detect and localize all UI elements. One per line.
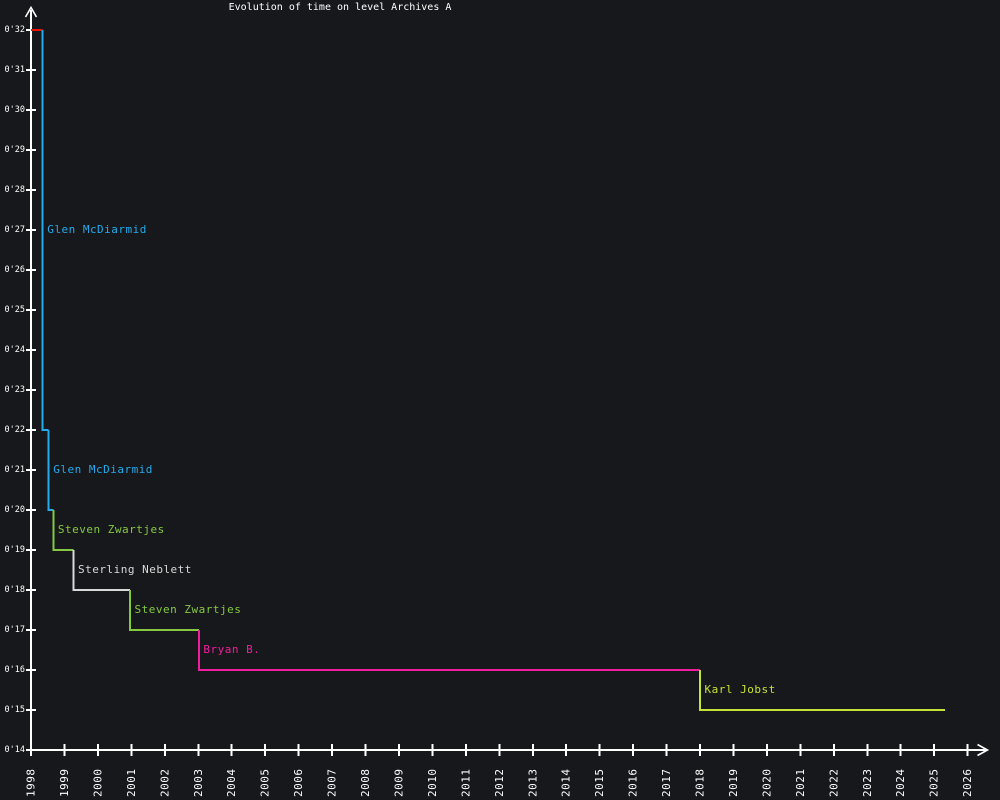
x-axis-tick-label: 2019 <box>727 769 740 798</box>
y-axis-tick-label: 0'16 <box>4 665 25 675</box>
y-axis-tick-label: 0'17 <box>4 625 25 635</box>
y-axis-tick-label: 0'32 <box>4 25 25 35</box>
y-axis-tick-label: 0'14 <box>4 745 25 755</box>
x-axis-tick-label: 2023 <box>861 769 874 798</box>
x-axis-tick-label: 2026 <box>961 769 974 798</box>
y-axis-tick-label: 0'25 <box>4 305 25 315</box>
chart-title: Evolution of time on level Archives A <box>228 2 452 13</box>
x-axis-tick-label: 2024 <box>894 769 907 798</box>
x-axis-tick-label: 2000 <box>91 769 104 798</box>
x-axis-tick-label: 2006 <box>292 769 305 798</box>
x-axis-tick-label: 2018 <box>694 769 707 798</box>
record-segment-6 <box>197 630 700 671</box>
record-segment-3 <box>52 510 74 551</box>
record-label: Karl Jobst <box>704 683 776 696</box>
record-segment-2 <box>47 430 54 511</box>
record-segment-7 <box>699 670 945 711</box>
y-axis-tick-label: 0'18 <box>4 585 25 595</box>
x-axis-tick-label: 1998 <box>25 769 38 798</box>
x-axis-tick-label: 2009 <box>392 769 405 798</box>
record-segment-1 <box>41 30 49 431</box>
x-axis-tick-label: 2022 <box>827 769 840 798</box>
record-label: Glen McDiarmid <box>53 463 153 476</box>
y-axis-tick-label: 0'27 <box>4 225 25 235</box>
x-axis-tick-label: 2025 <box>928 769 941 798</box>
x-axis-tick-label: 2008 <box>359 769 372 798</box>
x-axis-tick-label: 2017 <box>660 769 673 798</box>
record-label: Glen McDiarmid <box>47 223 147 236</box>
x-axis-tick-label: 2021 <box>794 769 807 798</box>
y-axis-tick-label: 0'30 <box>4 105 25 115</box>
x-axis-tick-label: 2014 <box>560 769 573 798</box>
record-label: Steven Zwartjes <box>134 603 242 616</box>
x-axis-tick-label: 2016 <box>627 769 640 798</box>
x-axis-arrow-icon <box>977 743 990 757</box>
x-axis-tick-label: 2005 <box>259 769 272 798</box>
record-segment-4 <box>72 550 131 591</box>
x-axis-tick-label: 2003 <box>192 769 205 798</box>
record-label: Sterling Neblett <box>77 563 192 576</box>
y-axis-arrow-icon <box>24 5 38 18</box>
x-axis-tick-label: 2012 <box>493 769 506 798</box>
y-axis-tick-label: 0'21 <box>4 465 25 475</box>
y-axis-tick-label: 0'24 <box>4 345 25 355</box>
x-axis-tick-label: 2015 <box>593 769 606 798</box>
x-axis-tick-label: 2001 <box>125 769 138 798</box>
y-axis-tick-label: 0'28 <box>4 185 25 195</box>
x-axis-tick-label: 2013 <box>526 769 539 798</box>
y-axis-tick-label: 0'15 <box>4 705 25 715</box>
y-axis-tick-label: 0'31 <box>4 65 25 75</box>
record-segment-5 <box>129 590 199 631</box>
x-axis-tick-label: 2020 <box>760 769 773 798</box>
y-axis-tick-label: 0'26 <box>4 265 25 275</box>
record-label: Bryan B. <box>203 643 261 656</box>
y-axis-tick-label: 0'19 <box>4 545 25 555</box>
y-axis-tick-label: 0'23 <box>4 385 25 395</box>
y-axis-tick-label: 0'29 <box>4 145 25 155</box>
x-axis-tick-label: 2007 <box>326 769 339 798</box>
x-axis-tick-label: 2010 <box>426 769 439 798</box>
x-axis-tick-label: 2011 <box>459 769 472 798</box>
x-axis-tick-label: 1999 <box>58 769 71 798</box>
x-axis-tick-label: 2002 <box>158 769 171 798</box>
record-label: Steven Zwartjes <box>57 523 165 536</box>
y-axis-tick-label: 0'20 <box>4 505 25 515</box>
x-axis-tick-label: 2004 <box>225 769 238 798</box>
y-axis-tick-label: 0'22 <box>4 425 25 435</box>
